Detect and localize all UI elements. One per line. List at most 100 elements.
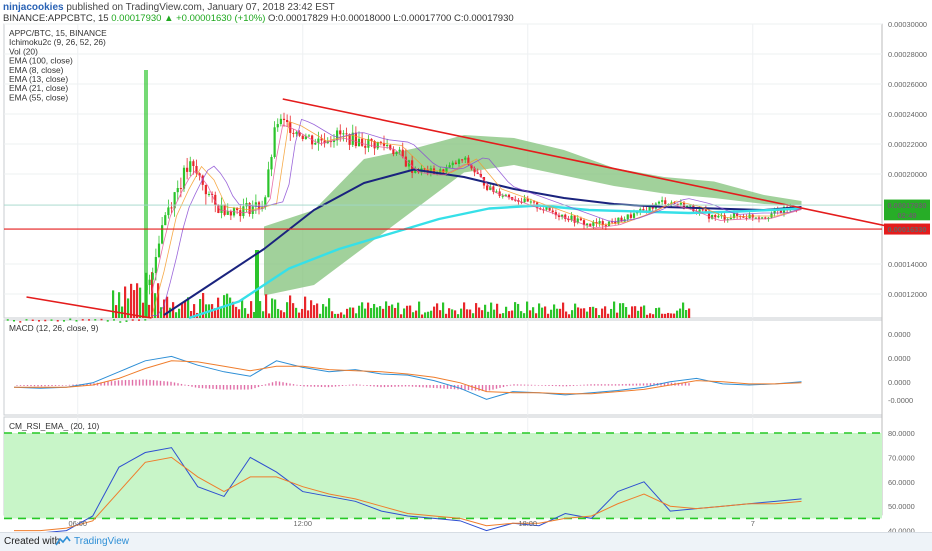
candle-body	[189, 161, 192, 172]
volume-bar	[304, 296, 307, 318]
volume-bar	[367, 302, 370, 318]
candle-body	[6, 319, 9, 321]
volume-bar	[499, 313, 502, 318]
volume-bar	[148, 304, 151, 318]
volume-bar	[286, 302, 289, 318]
volume-bar	[514, 302, 517, 318]
legend-item: EMA (13, close)	[9, 74, 68, 84]
price-tag	[884, 209, 930, 221]
volume-bar	[469, 309, 472, 318]
macd-tick-label: 0.0000	[888, 378, 911, 387]
candle-body	[38, 320, 40, 322]
candle-body	[113, 319, 115, 321]
legend-item: Vol (20)	[9, 46, 38, 56]
candle-body	[317, 138, 320, 144]
volume-bar	[346, 308, 349, 318]
candle-body	[314, 143, 317, 145]
volume-bar	[271, 298, 274, 318]
candle-body	[704, 209, 707, 212]
volume-bar	[133, 290, 136, 318]
volume-bar	[643, 305, 646, 318]
candle-body	[532, 201, 536, 203]
publish-text: published on TradingView.com, January 07…	[63, 2, 335, 13]
volume-bar	[238, 309, 241, 318]
volume-bar	[142, 302, 145, 318]
candle-body	[100, 318, 103, 321]
short-ema-line	[151, 118, 802, 316]
volume-bar	[673, 313, 676, 318]
footer-brand-link[interactable]: TradingView	[74, 536, 130, 547]
candle-body	[582, 220, 586, 226]
volume-bar	[538, 303, 541, 318]
candle-body	[254, 202, 257, 207]
candle-body	[75, 320, 78, 322]
volume-bar	[385, 301, 388, 318]
author-name[interactable]: ninjacookies	[3, 2, 64, 13]
volume-bar	[550, 309, 553, 318]
candle-body	[179, 188, 182, 190]
volume-bar	[634, 306, 637, 318]
volume-bar	[295, 307, 298, 318]
candle-body	[214, 194, 217, 206]
volume-bar	[496, 303, 499, 318]
publish-info: ninjacookies published on TradingView.co…	[3, 2, 335, 13]
volume-bar	[448, 308, 451, 318]
volume-bar	[370, 308, 373, 318]
candle-body	[714, 215, 717, 218]
volume-bar	[289, 295, 292, 318]
volume-bar	[169, 307, 172, 318]
volume-bar	[523, 313, 526, 318]
candle-body	[106, 320, 109, 322]
volume-bar	[430, 310, 433, 318]
candle-body	[561, 214, 564, 217]
candle-body	[779, 210, 782, 213]
candle-body	[63, 320, 65, 322]
candle-body	[451, 162, 454, 166]
time-axis-label: 06:00	[69, 519, 88, 528]
volume-bar	[247, 313, 250, 318]
volume-bar	[157, 283, 160, 318]
legend-item: EMA (55, close)	[9, 92, 68, 102]
volume-bar	[607, 313, 610, 318]
volume-bar	[490, 302, 493, 318]
volume-bar	[160, 307, 163, 318]
volume-bar	[541, 307, 544, 318]
candle-body	[761, 217, 764, 219]
candle-body	[242, 206, 245, 217]
volume-bar	[229, 297, 232, 318]
price-tick-label: 0.00022000	[888, 140, 927, 149]
volume-bar	[478, 307, 481, 318]
volume-bar	[583, 308, 586, 318]
volume-bar	[688, 308, 691, 318]
candle-body	[25, 319, 28, 321]
volume-bar	[598, 314, 601, 318]
volume-bar	[235, 306, 238, 318]
candle-body	[145, 285, 148, 291]
volume-bar	[571, 310, 574, 318]
price-tag	[884, 223, 930, 235]
volume-bar	[505, 306, 508, 318]
candle-body	[711, 215, 714, 219]
candle-body	[576, 218, 579, 223]
time-axis-label: 7	[751, 519, 755, 528]
candle-body	[261, 207, 264, 209]
volume-bar	[190, 311, 193, 318]
symbol-label: BINANCE:APPCBTC, 15	[3, 13, 109, 24]
candle-body	[56, 320, 59, 322]
candle-body	[119, 321, 122, 323]
volume-bar	[163, 299, 166, 318]
candle-body	[373, 141, 376, 149]
candle-body	[764, 217, 767, 219]
candle-body	[364, 145, 367, 148]
volume-bar	[415, 310, 418, 318]
candle-body	[442, 169, 445, 173]
candle-body	[495, 191, 498, 193]
legend-item: Ichimoku2c (9, 26, 52, 26)	[9, 37, 106, 47]
candle-body	[131, 319, 134, 321]
candle-body	[470, 164, 473, 169]
candle-body	[267, 169, 270, 198]
volume-bar	[283, 312, 286, 318]
rsi-tick-label: 50.0000	[888, 502, 915, 511]
candle-body	[586, 223, 589, 226]
